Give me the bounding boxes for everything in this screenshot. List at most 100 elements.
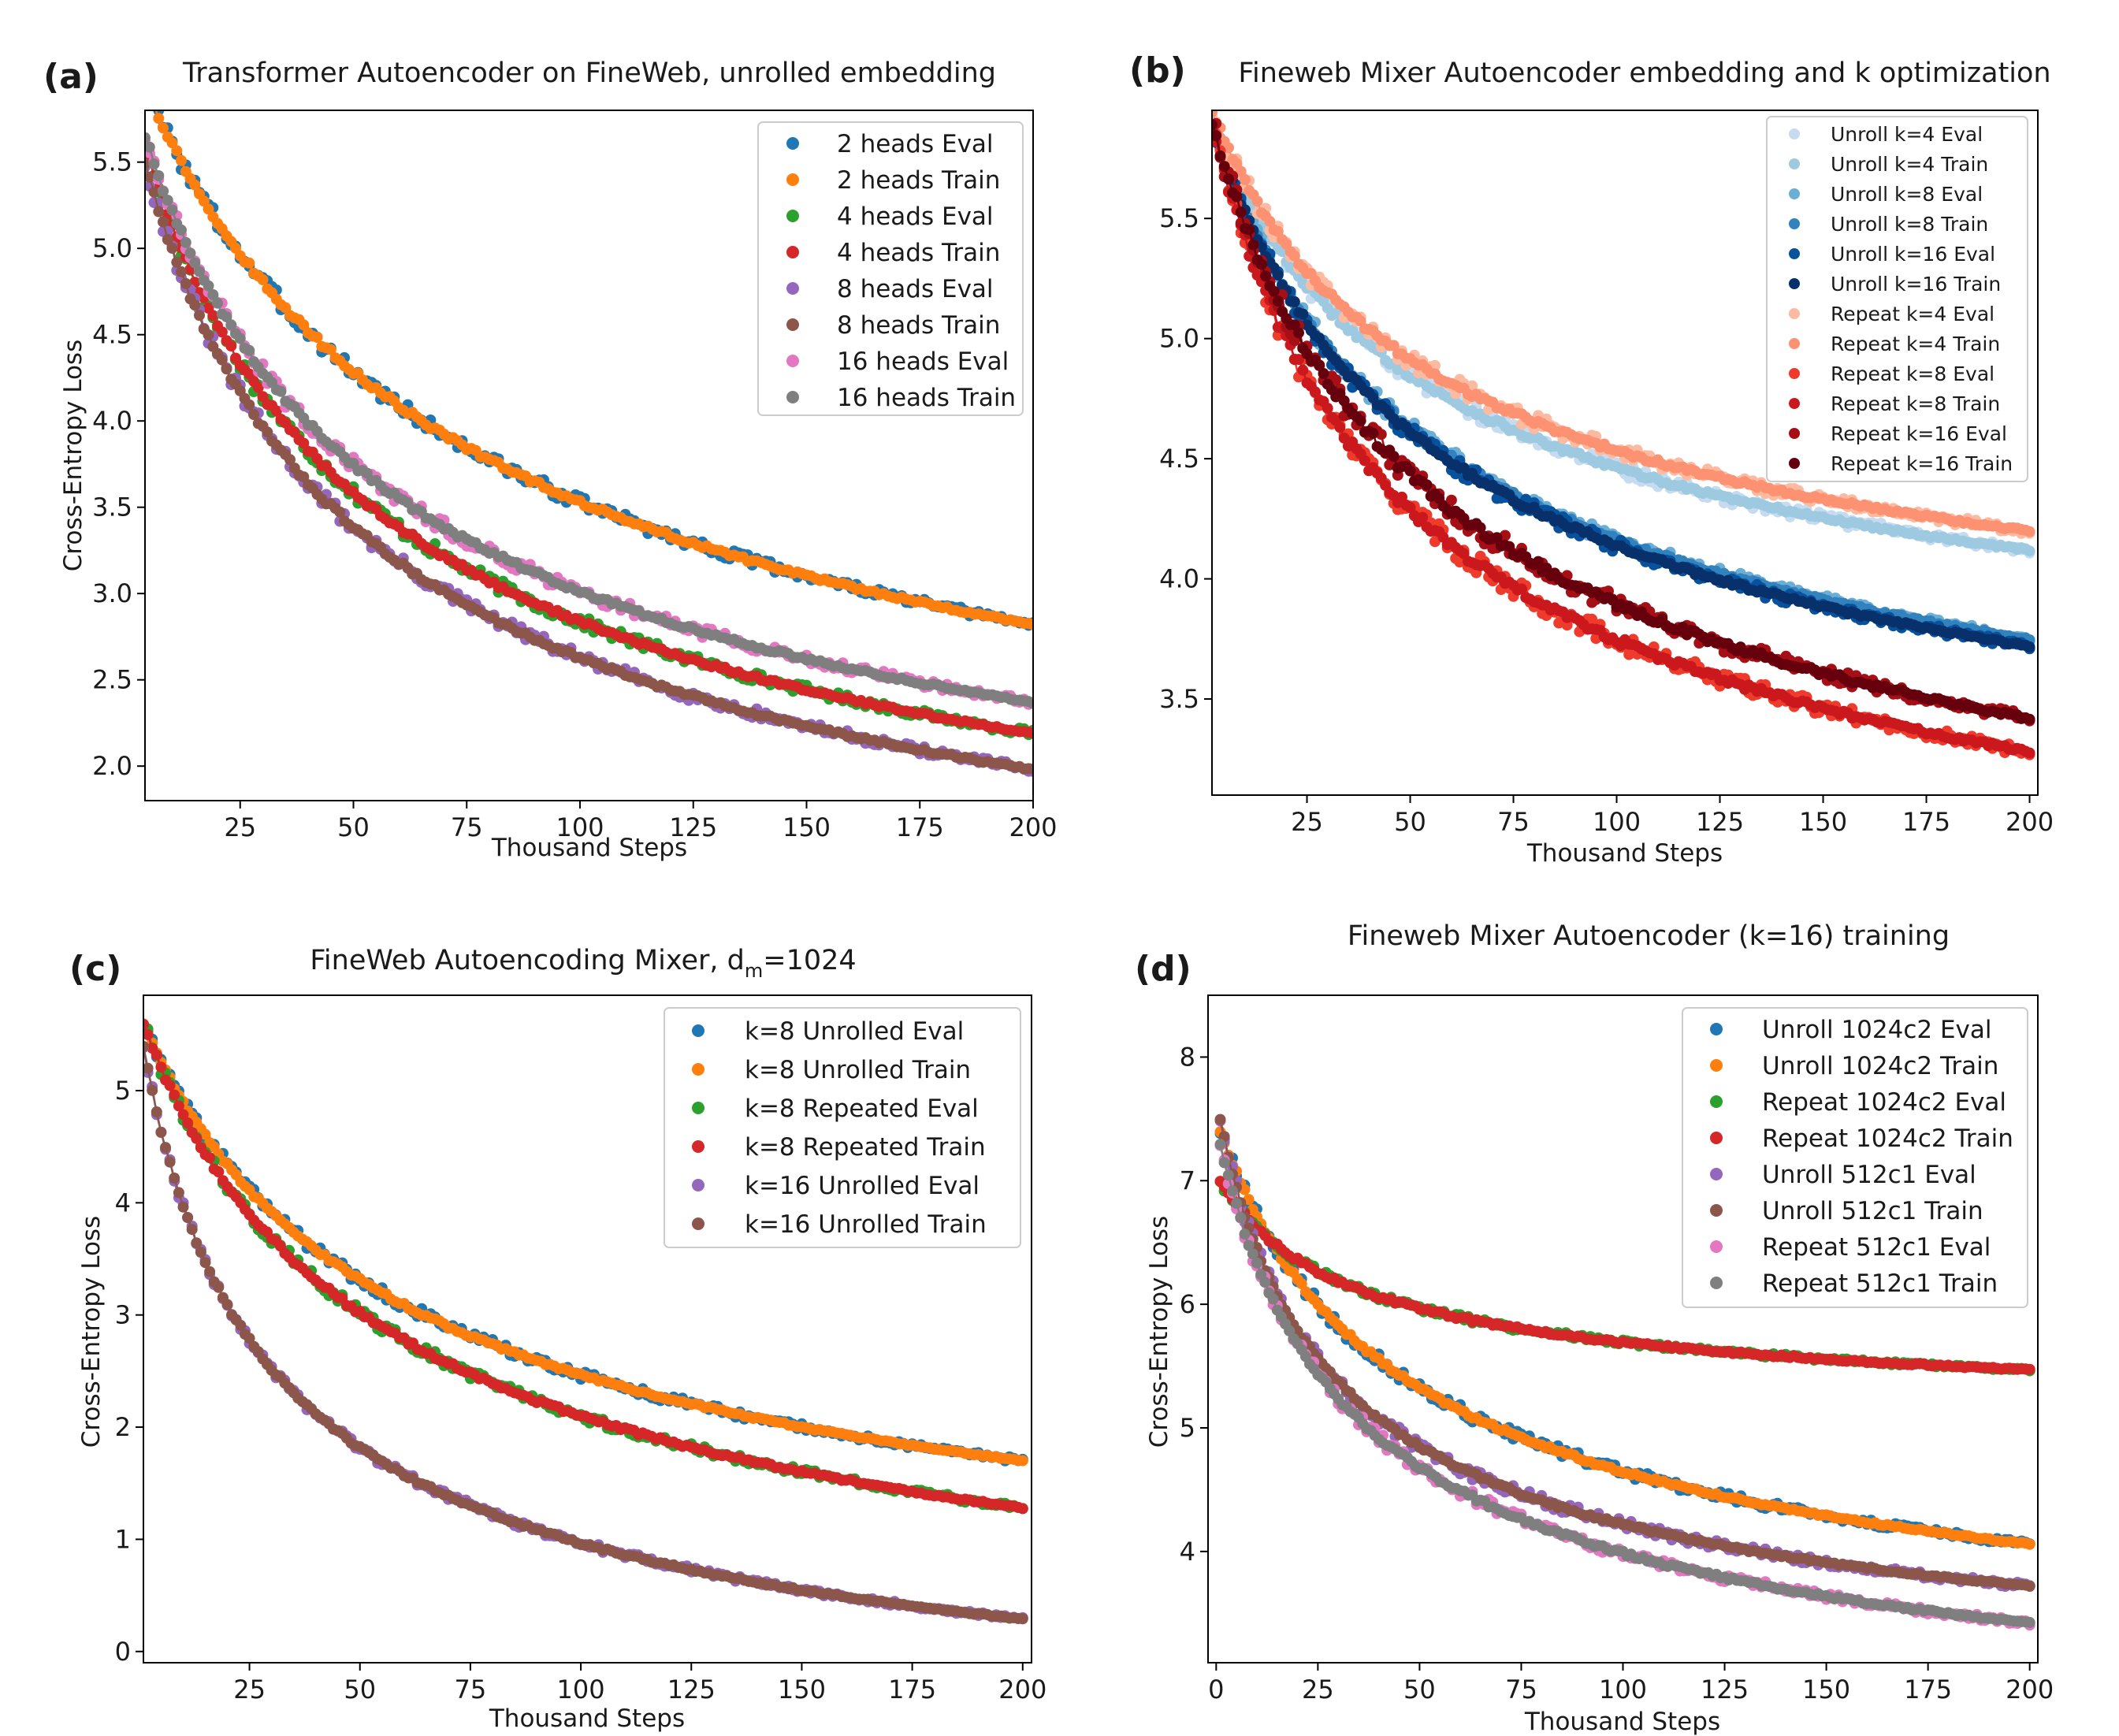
x-tick-label: 75 <box>1497 807 1530 837</box>
data-point <box>1297 364 1309 376</box>
data-point <box>275 385 287 397</box>
data-point <box>143 1029 154 1040</box>
data-point <box>1421 479 1433 491</box>
data-point <box>213 1166 225 1178</box>
data-point <box>1429 536 1441 548</box>
data-point <box>194 266 205 277</box>
x-tick-label: 50 <box>1394 807 1426 837</box>
legend-marker-a-2 <box>786 210 799 222</box>
data-point <box>1260 270 1272 282</box>
y-tick-label: 4.0 <box>92 406 132 436</box>
data-point <box>176 224 187 236</box>
data-point <box>257 274 269 285</box>
x-tick-label: 175 <box>896 812 944 842</box>
legend-item: Repeat k=16 Eval <box>1789 422 2007 445</box>
data-point <box>311 332 323 343</box>
data-point <box>1017 1455 1028 1466</box>
data-point <box>153 170 165 181</box>
legend-item: Unroll k=16 Train <box>1789 273 2001 296</box>
data-point <box>189 257 201 269</box>
data-point <box>189 179 201 191</box>
y-tick-label: 5.0 <box>92 233 132 263</box>
data-point <box>180 236 191 248</box>
legend-label-b-10: Repeat k=16 Eval <box>1831 422 2007 445</box>
legend-marker-b-3 <box>1789 218 1800 229</box>
y-tick-label: 5.0 <box>1159 324 1199 354</box>
data-point <box>1212 110 1217 117</box>
legend-marker-a-1 <box>786 173 799 186</box>
legend-item: Repeat k=16 Train <box>1789 452 2013 475</box>
panel-a-legend: 2 heads Eval 2 heads Train 4 heads Eval … <box>757 121 1024 416</box>
series-markers-b-9 <box>1212 119 2035 759</box>
x-tick-label: 75 <box>451 812 483 842</box>
data-point <box>325 344 336 355</box>
legend-label-a-3: 4 heads Train <box>837 239 1000 267</box>
panel-a-title: Transformer Autoencoder on FineWeb, unro… <box>182 58 996 89</box>
data-point <box>176 266 187 277</box>
panel-a-xlabel: Thousand Steps <box>491 834 687 862</box>
y-tick-label: 5.5 <box>1159 203 1199 233</box>
legend-label-a-2: 4 heads Eval <box>837 203 994 231</box>
data-point <box>1235 206 1247 218</box>
data-point <box>2024 641 2035 652</box>
data-point <box>1318 368 1329 379</box>
data-point <box>1623 649 1635 660</box>
data-point <box>2024 545 2035 557</box>
panel-b-frame <box>1211 110 2039 796</box>
legend-item: Unroll k=4 Eval <box>1789 123 1983 146</box>
data-point <box>180 277 191 289</box>
data-point <box>1218 161 1230 173</box>
legend-item: Repeat k=4 Eval <box>1789 303 1994 325</box>
data-point <box>2024 713 2035 725</box>
data-point <box>298 437 310 449</box>
legend-label-b-2: Unroll k=8 Eval <box>1831 183 1983 206</box>
x-tick-label: 50 <box>337 812 370 842</box>
legend-label-a-4: 8 heads Eval <box>837 275 994 303</box>
panel-a-legend-box <box>757 121 1024 416</box>
data-point <box>144 91 155 102</box>
data-point <box>2024 526 2035 537</box>
data-point <box>166 204 178 216</box>
legend-marker-a-3 <box>786 246 799 258</box>
x-tick-label: 175 <box>888 1675 936 1704</box>
data-point <box>1212 130 1222 142</box>
data-point <box>158 122 169 134</box>
legend-label-a-1: 2 heads Train <box>837 166 1000 195</box>
legend-label-b-11: Repeat k=16 Train <box>1831 452 2013 475</box>
y-tick-label: 2.5 <box>92 665 132 695</box>
data-point <box>298 319 310 331</box>
y-tick-label: 3 <box>115 1300 131 1330</box>
y-tick-label: 5 <box>115 1076 131 1106</box>
data-point <box>1322 403 1333 414</box>
panel-b-legend: Unroll k=4 Eval Unroll k=4 Train Unroll … <box>1766 116 2028 482</box>
data-point <box>1417 511 1429 523</box>
data-point <box>1212 119 1217 131</box>
x-tick-label: 100 <box>1593 807 1641 837</box>
data-point <box>1590 633 1602 645</box>
panel-c-title: FineWeb Autoencoding Mixer, dm=1024 <box>310 945 856 982</box>
x-tick-label: 150 <box>783 812 831 842</box>
legend-marker-a-5 <box>786 318 799 331</box>
data-point <box>1231 191 1243 203</box>
legend-label-b-9: Repeat k=8 Train <box>1831 392 2000 415</box>
data-point <box>252 381 264 393</box>
legend-label-b-8: Repeat k=8 Eval <box>1831 362 1994 385</box>
data-point <box>221 311 232 323</box>
legend-item: 4 heads Eval <box>786 203 994 231</box>
legend-marker-b-2 <box>1789 188 1800 199</box>
legend-marker-b-8 <box>1789 368 1800 379</box>
legend-item: 2 heads Eval <box>786 130 994 158</box>
data-point <box>203 280 214 292</box>
y-tick-label: 5.5 <box>92 147 132 177</box>
legend-marker-b-1 <box>1789 158 1800 169</box>
data-point <box>1288 296 1300 307</box>
data-point <box>151 1049 162 1061</box>
data-point <box>1474 522 1486 533</box>
legend-marker-b-7 <box>1789 338 1800 349</box>
data-point <box>1028 763 1033 775</box>
legend-marker-b-4 <box>1789 248 1800 259</box>
data-point <box>1404 502 1416 514</box>
legend-label-b-4: Unroll k=16 Eval <box>1831 243 1995 266</box>
legend-item: Repeat k=4 Train <box>1789 333 2000 355</box>
y-tick-label: 3.0 <box>92 578 132 608</box>
